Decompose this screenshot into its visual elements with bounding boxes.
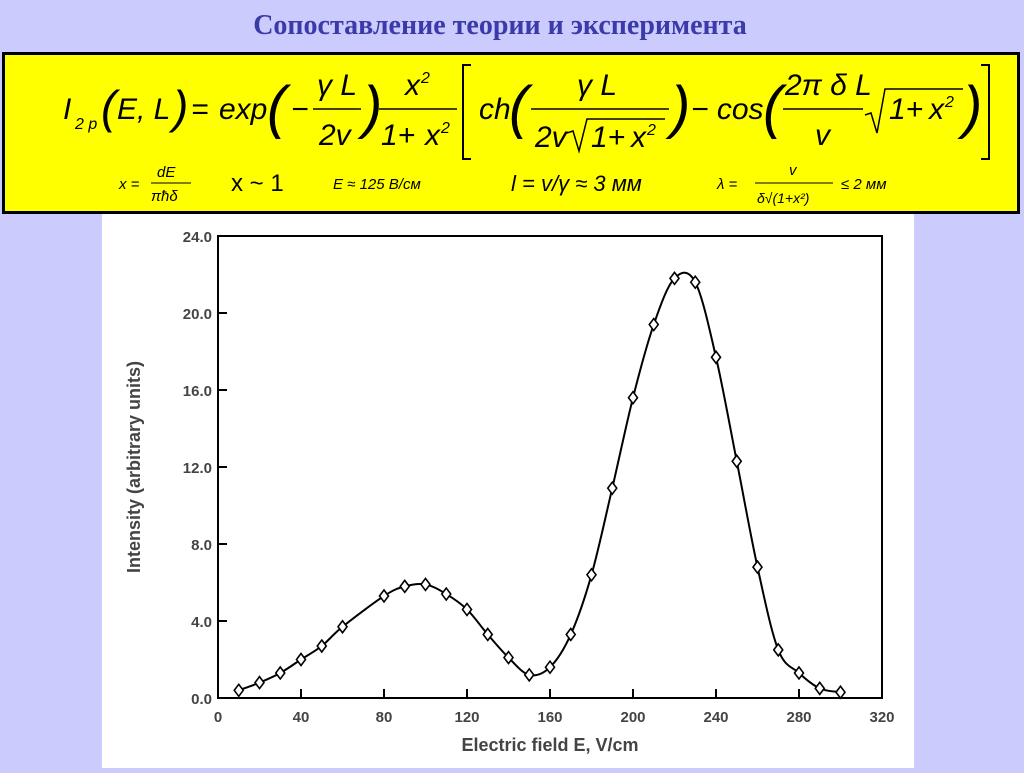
data-point-marker: [772, 642, 784, 658]
data-point-marker: [669, 271, 680, 286]
x-tick-label: 320: [869, 709, 894, 726]
svg-text:(: (: [101, 81, 121, 133]
svg-text:): ): [168, 81, 188, 133]
svg-text:x: x: [423, 119, 441, 152]
x-tick-label: 40: [293, 709, 310, 726]
svg-text:): ): [665, 75, 690, 140]
svg-text:γ L: γ L: [577, 69, 617, 102]
svg-text:x =: x =: [118, 176, 140, 193]
intensity-chart: 0.0 4.0 8.0 12.0 16.0 20.0 24.0 0 40 80 120 160 200…: [124, 229, 895, 755]
svg-text:2v: 2v: [318, 119, 353, 152]
svg-text:1+: 1+: [591, 121, 625, 154]
y-tick-label: 8.0: [191, 537, 212, 554]
y-tick-label: 16.0: [183, 383, 212, 400]
svg-text:I: I: [63, 93, 71, 126]
data-point-marker: [565, 627, 577, 642]
x-tick-label: 0: [214, 709, 222, 726]
svg-text:E, L: E, L: [117, 93, 170, 126]
data-point-marker: [399, 579, 411, 594]
svg-text:γ L: γ L: [317, 69, 357, 102]
data-point-marker: [627, 390, 639, 406]
svg-text:1+: 1+: [381, 119, 415, 152]
data-point-marker: [814, 681, 826, 696]
svg-text:πħδ: πħδ: [151, 188, 178, 205]
series-line: [238, 271, 841, 694]
svg-text:l = v/γ ≈ 3 мм: l = v/γ ≈ 3 мм: [511, 171, 642, 196]
x-tick-label: 280: [786, 709, 811, 726]
svg-text:2v: 2v: [534, 121, 569, 154]
data-point-marker: [835, 684, 846, 700]
svg-text:2: 2: [646, 122, 656, 139]
data-point-marker: [586, 567, 597, 583]
svg-text:exp: exp: [219, 93, 267, 126]
y-tick-label: 24.0: [183, 229, 212, 246]
x-tick-label: 80: [376, 709, 393, 726]
data-point-marker: [482, 627, 494, 642]
x-axis-label: Electric field E, V/cm: [461, 735, 638, 755]
svg-text:1+: 1+: [889, 93, 923, 126]
data-point-marker: [689, 274, 701, 290]
y-axis-label: Intensity (arbitrary units): [124, 361, 144, 573]
svg-text:v: v: [815, 119, 832, 152]
data-point-marker: [295, 652, 307, 667]
y-tick-label: 0.0: [191, 691, 212, 708]
formula-box: I 2 p ( E, L ) = exp ( − γ L 2v ) x 2 1+…: [2, 52, 1020, 214]
chart-panel: 0.0 4.0 8.0 12.0 16.0 20.0 24.0 0 40 80 120 160 200…: [102, 214, 914, 768]
data-point-marker: [648, 317, 660, 332]
svg-text:(: (: [267, 75, 292, 140]
svg-text:dE: dE: [157, 164, 176, 181]
data-point-marker: [752, 559, 763, 575]
svg-text:2: 2: [420, 70, 430, 87]
svg-text:ch: ch: [479, 93, 511, 126]
x-tick-label: 160: [537, 709, 562, 726]
svg-text:≤ 2 мм: ≤ 2 мм: [841, 176, 886, 193]
svg-text:x: x: [927, 93, 945, 126]
svg-text:v: v: [789, 162, 798, 179]
svg-text:): ): [957, 75, 982, 140]
data-point-marker: [544, 659, 556, 675]
slide-title: Сопоставление теории и эксперимента: [253, 10, 747, 41]
svg-text:δ√(1+x²): δ√(1+x²): [757, 190, 809, 206]
svg-text:2π δ L: 2π δ L: [784, 69, 872, 102]
svg-text:x: x: [403, 69, 421, 102]
svg-text:x ~ 1: x ~ 1: [231, 170, 284, 197]
svg-text:−: −: [291, 93, 309, 126]
svg-text:λ =: λ =: [716, 176, 738, 193]
svg-text:2: 2: [944, 94, 954, 111]
data-point-marker: [316, 638, 328, 654]
svg-text:(: (: [509, 75, 534, 140]
y-tick-label: 20.0: [183, 306, 212, 323]
svg-text:2: 2: [440, 120, 450, 137]
y-tick-label: 4.0: [191, 614, 212, 631]
x-tick-label: 200: [620, 709, 645, 726]
svg-text:): ): [357, 75, 382, 140]
data-point-marker: [606, 480, 618, 496]
data-point-marker: [793, 665, 805, 681]
data-point-marker: [731, 453, 743, 469]
data-point-marker: [461, 602, 473, 617]
data-point-marker: [503, 650, 514, 665]
formula-svg: I 2 p ( E, L ) = exp ( − γ L 2v ) x 2 1+…: [63, 64, 990, 206]
x-axis-ticks: 0 40 80 120 160 200 240 280 320: [214, 689, 895, 726]
plot-frame: [217, 235, 883, 699]
data-markers: [233, 271, 846, 700]
svg-text:− cos: − cos: [691, 93, 764, 126]
svg-text:E ≈ 125 В/см: E ≈ 125 В/см: [333, 176, 421, 193]
svg-text:x: x: [629, 121, 647, 154]
svg-text:2 p: 2 p: [74, 116, 97, 133]
data-point-marker: [523, 667, 535, 683]
x-tick-label: 120: [454, 709, 479, 726]
data-point-marker: [378, 588, 390, 604]
y-tick-label: 12.0: [183, 460, 212, 477]
data-point-marker: [710, 349, 722, 365]
y-axis-ticks: 0.0 4.0 8.0 12.0 16.0 20.0 24.0: [183, 229, 227, 708]
data-point-marker: [233, 682, 245, 698]
data-point-marker: [337, 619, 348, 635]
svg-text:=: =: [191, 93, 209, 126]
data-point-marker: [274, 665, 286, 681]
data-point-marker: [440, 586, 452, 602]
data-point-marker: [420, 577, 431, 592]
x-tick-label: 240: [703, 709, 728, 726]
data-point-marker: [254, 675, 265, 690]
